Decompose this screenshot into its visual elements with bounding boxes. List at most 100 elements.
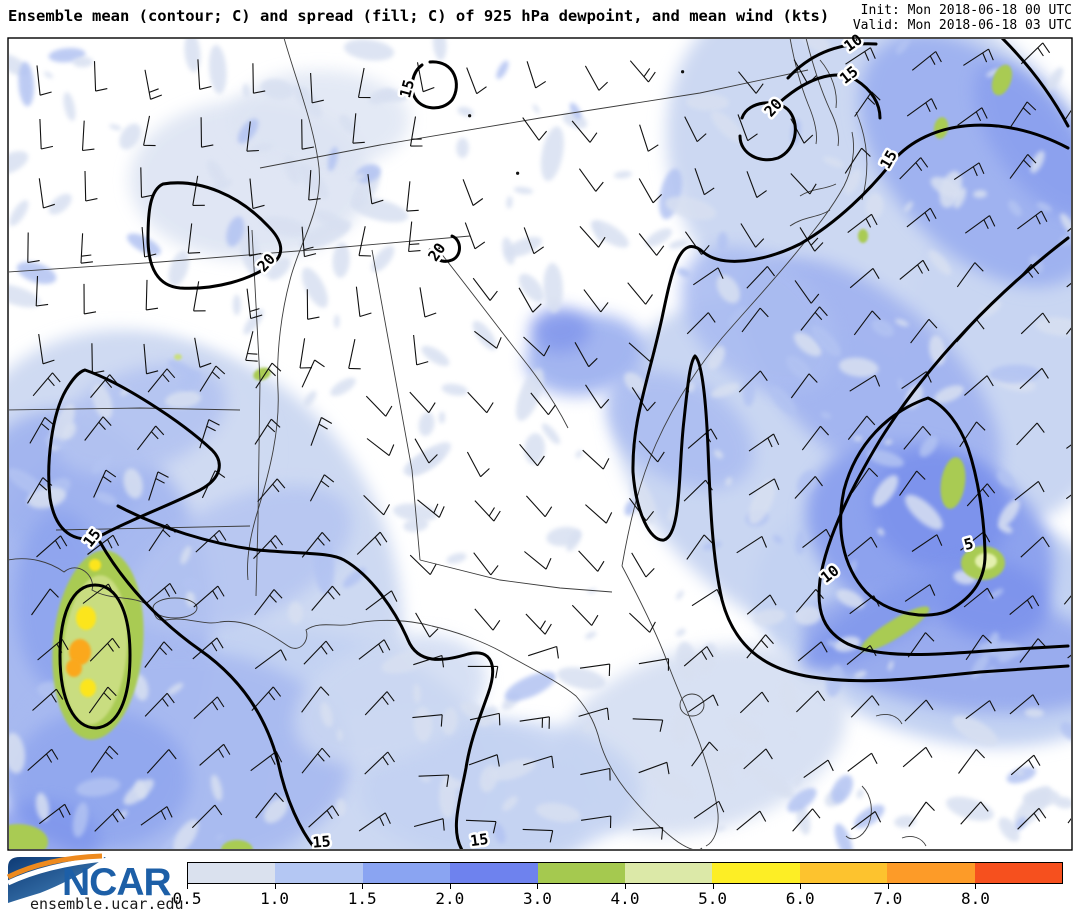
wind-barb bbox=[199, 365, 226, 392]
wind-barb bbox=[147, 368, 176, 393]
wind-barb bbox=[736, 810, 767, 831]
wind-barb bbox=[1009, 694, 1040, 715]
wind-barb bbox=[474, 500, 501, 522]
wind-barb bbox=[746, 266, 776, 289]
wind-barb bbox=[854, 91, 881, 117]
wind-barb bbox=[519, 716, 550, 729]
wind-barb bbox=[632, 827, 664, 840]
wind-barb bbox=[27, 232, 40, 264]
wind-barb bbox=[357, 67, 371, 99]
dewpoint-contour bbox=[817, 236, 1070, 656]
wind-barb bbox=[585, 384, 610, 409]
colorbar-tick-label: 3.0 bbox=[522, 889, 552, 908]
wind-barb bbox=[81, 120, 95, 152]
wind-barb bbox=[249, 178, 265, 210]
colorbar-tick-label: 8.0 bbox=[960, 889, 990, 908]
wind-barb bbox=[1010, 101, 1037, 128]
wind-barb bbox=[960, 801, 989, 825]
wind-barb bbox=[469, 712, 501, 726]
wind-barb bbox=[418, 774, 450, 787]
wind-barb bbox=[80, 233, 93, 264]
dewpoint-contour bbox=[146, 181, 283, 290]
wind-barb bbox=[466, 67, 487, 95]
wind-barb bbox=[356, 531, 388, 555]
dewpoint-contour bbox=[786, 42, 878, 80]
wind-barb bbox=[578, 550, 605, 572]
wind-barb bbox=[301, 747, 331, 774]
wind-barb bbox=[255, 362, 282, 389]
colorbar-segment bbox=[537, 863, 626, 883]
dewpoint-contour bbox=[47, 368, 221, 541]
wind-barb bbox=[902, 746, 933, 768]
geo-line bbox=[251, 229, 261, 597]
wind-barb bbox=[38, 803, 71, 825]
wind-barb bbox=[582, 449, 610, 470]
timestamps: Init: Mon 2018-06-18 00 UTC Valid: Mon 2… bbox=[853, 3, 1072, 33]
wind-barb bbox=[310, 417, 333, 446]
swoosh-orange-arc bbox=[6, 853, 103, 880]
wind-barb bbox=[743, 748, 773, 770]
wind-barb bbox=[794, 280, 820, 304]
wind-barb bbox=[366, 438, 395, 457]
wind-barb bbox=[1065, 494, 1071, 500]
colorbar-segment bbox=[450, 863, 538, 883]
wind-barb bbox=[849, 267, 880, 289]
wind-barb bbox=[959, 421, 986, 448]
wind-barb bbox=[464, 222, 486, 250]
wind-barb bbox=[691, 741, 719, 767]
wind-barb bbox=[790, 173, 817, 195]
wind-barb bbox=[583, 289, 609, 313]
wind-barb bbox=[199, 743, 231, 766]
dewpoint-contour bbox=[778, 73, 882, 120]
wind-barb bbox=[688, 694, 719, 713]
wind-barb bbox=[738, 370, 768, 393]
wind-barb bbox=[632, 718, 664, 732]
wind-barb bbox=[417, 499, 445, 518]
colorbar-tick-label: 7.0 bbox=[873, 889, 903, 908]
wind-barb bbox=[790, 118, 814, 144]
colorbar-segment bbox=[275, 863, 363, 883]
wind-barb bbox=[693, 800, 725, 819]
wind-barb bbox=[93, 469, 117, 498]
wind-barb bbox=[847, 213, 878, 234]
wind-barb bbox=[1020, 536, 1050, 558]
ncar-wordmark: NCAR bbox=[62, 861, 171, 904]
colorbar-tick bbox=[887, 884, 889, 889]
wind-barb bbox=[193, 696, 225, 720]
wind-barb bbox=[136, 425, 165, 451]
geo-line bbox=[875, 713, 903, 725]
wind-barb bbox=[38, 334, 55, 365]
geo-line bbox=[259, 69, 809, 169]
wind-barb bbox=[686, 534, 713, 560]
geo-line bbox=[843, 131, 855, 187]
wind-barb bbox=[301, 686, 330, 713]
colorbar-tick bbox=[274, 884, 276, 889]
wind-barb bbox=[364, 691, 395, 716]
wind-barb bbox=[904, 699, 934, 722]
lake-okeechobee bbox=[679, 693, 705, 717]
geo-line bbox=[55, 525, 251, 531]
colorbar-segment bbox=[712, 863, 800, 883]
wind-barb bbox=[1020, 42, 1051, 65]
geo-line bbox=[789, 39, 817, 145]
wind-barb bbox=[1009, 595, 1040, 616]
wind-barb bbox=[748, 433, 780, 452]
wind-barb bbox=[472, 277, 498, 301]
wind-barb bbox=[844, 147, 871, 174]
wind-barb bbox=[255, 792, 284, 819]
wind-barb bbox=[194, 337, 212, 368]
wind-barb bbox=[303, 640, 334, 665]
contour-label: 15 bbox=[469, 830, 489, 850]
wind-barb bbox=[191, 804, 223, 829]
wind-barb bbox=[406, 181, 419, 212]
wind-barb bbox=[963, 587, 994, 608]
lake-pontchartrain bbox=[152, 597, 198, 619]
wind-barb bbox=[250, 751, 283, 772]
colorbar-tick bbox=[625, 884, 626, 889]
wind-barb bbox=[254, 418, 281, 445]
wind-barb bbox=[88, 686, 117, 714]
wind-barb bbox=[144, 69, 162, 100]
wind-barb bbox=[910, 318, 938, 344]
wind-barb bbox=[462, 179, 484, 206]
